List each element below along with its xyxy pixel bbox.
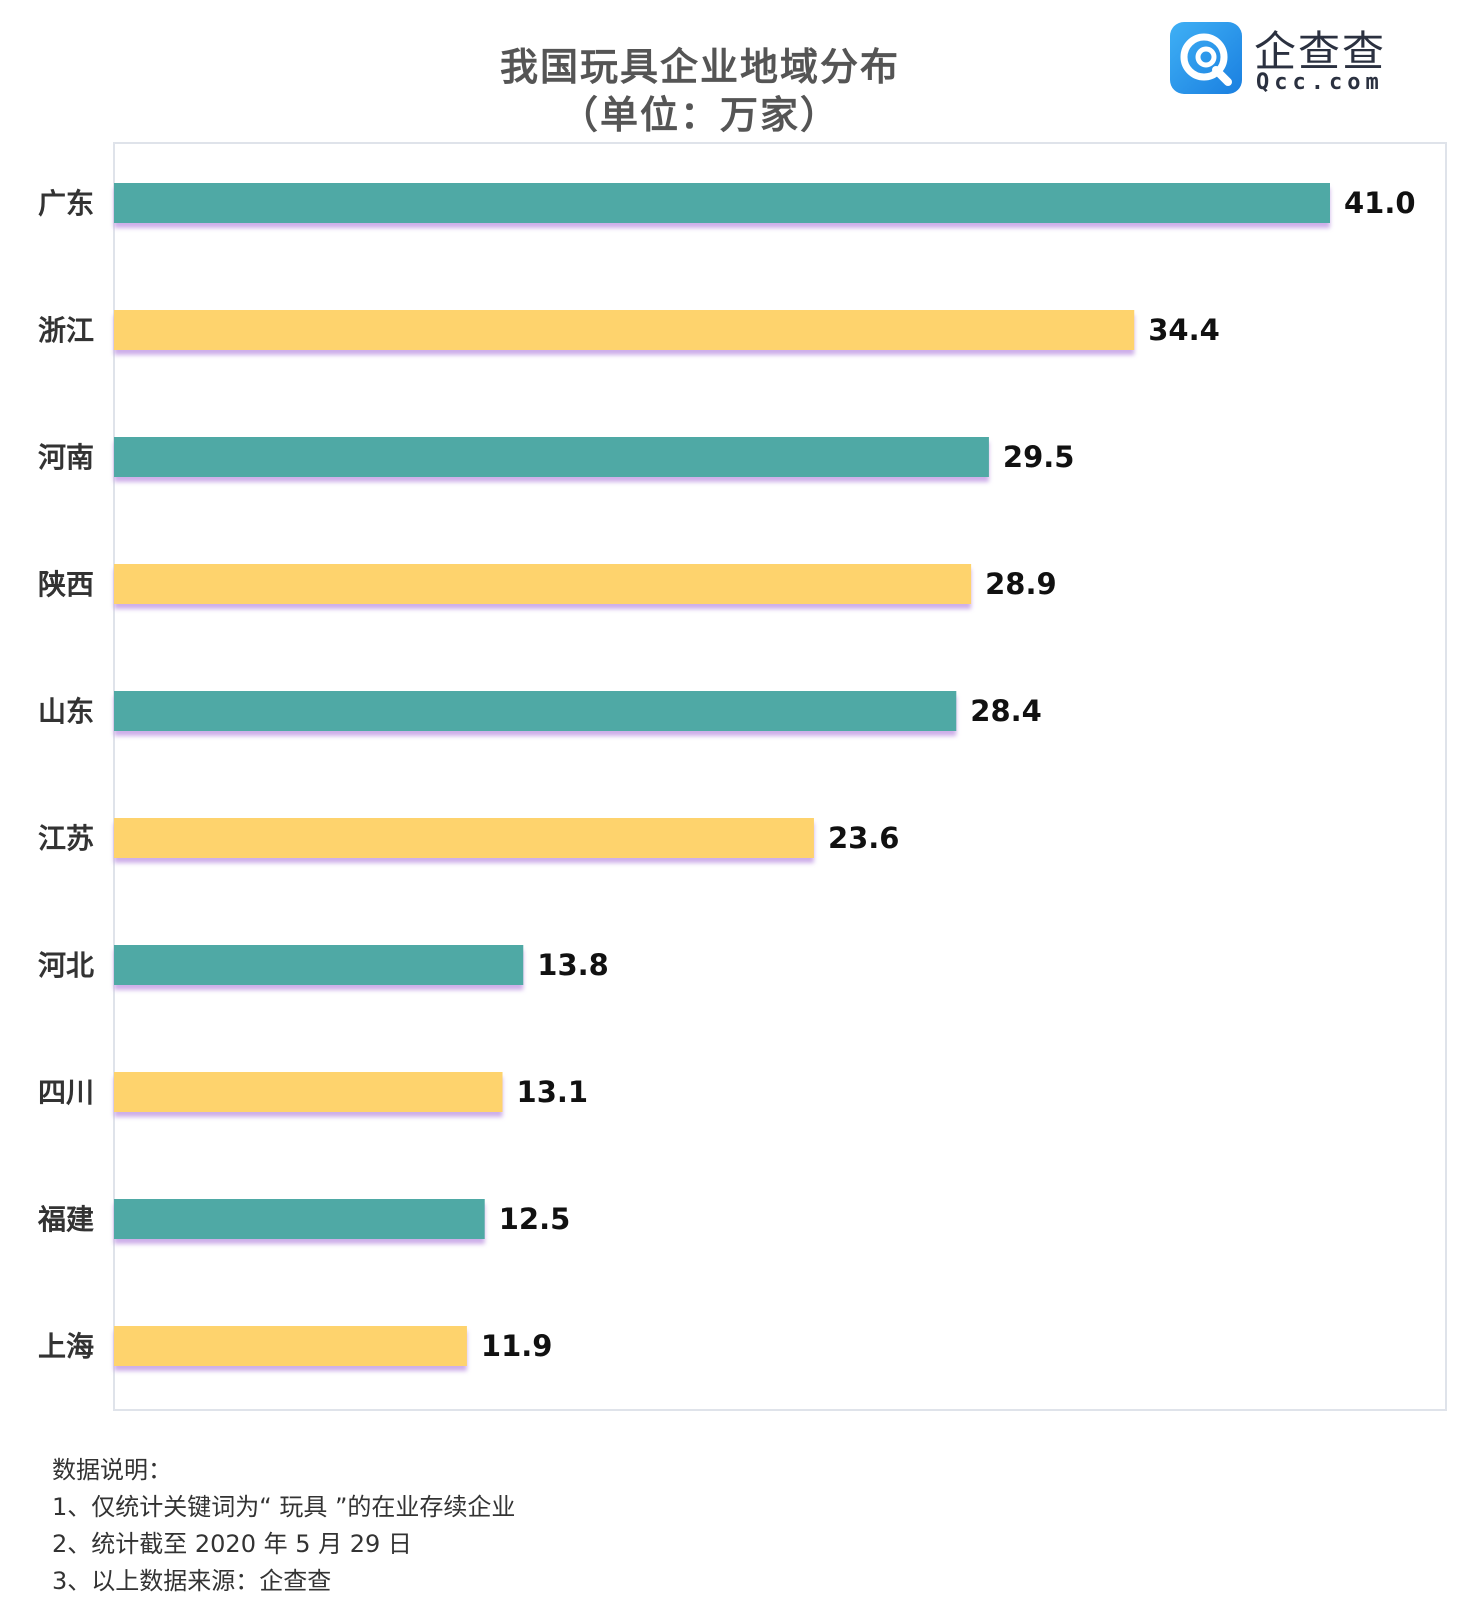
chart-title: 我国玩具企业地域分布 (499, 45, 900, 89)
value-label: 34.4 (1148, 313, 1220, 347)
brand-name: 企查查 (1254, 27, 1387, 76)
bar (114, 310, 1135, 350)
value-label: 28.9 (985, 567, 1057, 601)
value-label: 13.8 (537, 948, 609, 982)
category-label: 陕西 (38, 568, 94, 601)
plot-area-frame (113, 142, 1447, 1411)
note-item-1: 1、仅统计关键词为“ 玩具 ”的在业存续企业 (52, 1493, 516, 1521)
bar (114, 183, 1330, 223)
brand-domain: Qcc.com (1256, 70, 1384, 95)
category-label: 河南 (38, 441, 94, 474)
category-label: 上海 (38, 1330, 94, 1363)
data-notes: 数据说明： 1、仅统计关键词为“ 玩具 ”的在业存续企业 2、统计截至 2020… (52, 1452, 515, 1600)
value-label: 23.6 (828, 821, 900, 855)
category-label: 浙江 (38, 314, 94, 347)
bar-chart: 广东 41.0 浙江 34.4 河南 29.5 陕西 28.9 山东 28.4 江苏 23.6 河北 13… (37, 142, 1447, 1411)
category-label: 山东 (38, 695, 94, 728)
category-label: 河北 (38, 949, 94, 982)
value-label: 41.0 (1344, 186, 1416, 220)
category-label: 四川 (38, 1076, 94, 1109)
category-label: 广东 (38, 187, 94, 220)
chart-unit-subtitle: （单位：万家） (559, 93, 840, 137)
note-item-2: 2、统计截至 2020 年 5 月 29 日 (52, 1530, 412, 1558)
bar (114, 945, 524, 985)
value-label: 28.4 (970, 694, 1042, 728)
category-label: 福建 (37, 1203, 94, 1236)
bar (114, 818, 814, 858)
note-item-3: 3、以上数据来源：企查查 (52, 1567, 332, 1595)
value-label: 29.5 (1003, 440, 1075, 474)
value-label: 13.1 (517, 1075, 589, 1109)
qcc-logo-icon (1170, 22, 1242, 94)
bar (114, 1199, 485, 1239)
bar (114, 437, 989, 477)
value-label: 12.5 (499, 1202, 571, 1236)
bar (114, 691, 957, 731)
brand-logo: 企查查 Qcc.com (1170, 22, 1470, 100)
bar (114, 1326, 467, 1366)
bar (114, 1072, 503, 1112)
category-label: 江苏 (38, 822, 94, 855)
bar (114, 564, 972, 604)
notes-heading: 数据说明： (52, 1456, 172, 1484)
value-label: 11.9 (481, 1329, 553, 1363)
